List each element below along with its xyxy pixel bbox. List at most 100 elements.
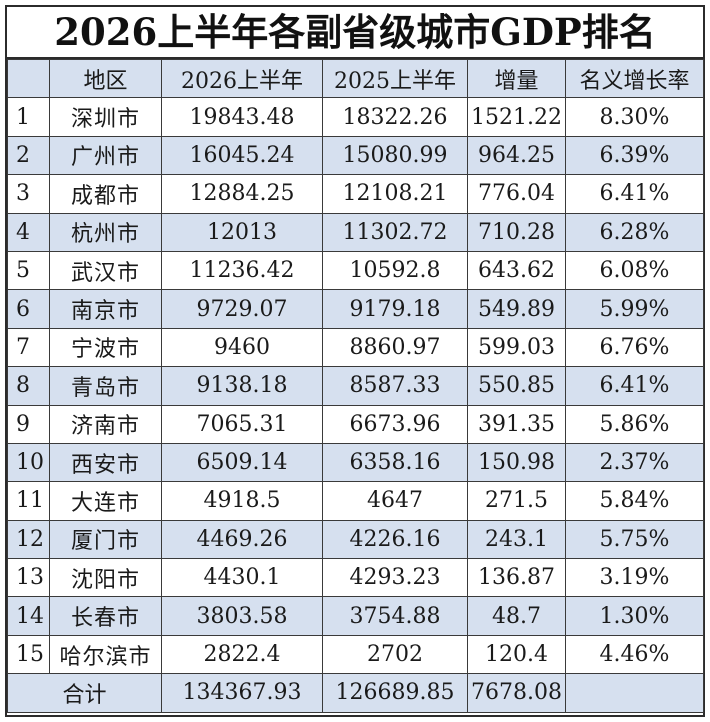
cell-gdp-2025h1: 18322.26 [322,97,468,137]
cell-growth-rate: 4.46% [565,634,704,675]
cell-rank: 13 [7,558,50,598]
total-label: 合计 [7,673,162,713]
table-row: 15 哈尔滨市 2822.4 2702 120.4 4.46% [7,634,704,675]
total-row: 合计 134367.93 126689.85 7678.08 [7,673,704,713]
cell-increase: 243.1 [467,519,566,560]
cell-city: 西安市 [49,442,162,483]
cell-city: 杭州市 [49,212,162,252]
table-row: 5 武汉市 11236.42 10592.8 643.62 6.08% [7,250,704,291]
cell-growth-rate: 6.76% [565,327,704,368]
total-growth-rate [565,673,704,713]
cell-gdp-2026h1: 4918.5 [161,481,323,521]
cell-increase: 48.7 [467,596,566,636]
cell-city: 成都市 [49,174,162,214]
cell-gdp-2026h1: 12884.25 [161,174,323,214]
table-row: 3 成都市 12884.25 12108.21 776.04 6.41% [7,174,704,214]
header-gdp-2026h1: 2026上半年 [161,58,323,99]
header-growth-rate: 名义增长率 [565,58,704,99]
cell-increase: 776.04 [467,174,566,214]
cell-gdp-2026h1: 7065.31 [161,404,323,444]
cell-growth-rate: 6.08% [565,250,704,291]
cell-gdp-2026h1: 4469.26 [161,519,323,560]
cell-gdp-2026h1: 6509.14 [161,442,323,483]
table-row: 1 深圳市 19843.48 18322.26 1521.22 8.30% [7,97,704,137]
cell-rank: 4 [7,212,50,252]
cell-gdp-2026h1: 12013 [161,212,323,252]
table-row: 10 西安市 6509.14 6358.16 150.98 2.37% [7,442,704,483]
cell-growth-rate: 1.30% [565,596,704,636]
cell-city: 长春市 [49,596,162,636]
table-row: 12 厦门市 4469.26 4226.16 243.1 5.75% [7,519,704,560]
cell-gdp-2025h1: 4226.16 [322,519,468,560]
cell-gdp-2026h1: 11236.42 [161,250,323,291]
table-row: 9 济南市 7065.31 6673.96 391.35 5.86% [7,404,704,444]
cell-gdp-2026h1: 9138.18 [161,366,323,406]
cell-rank: 14 [7,596,50,636]
cell-gdp-2026h1: 3803.58 [161,596,323,636]
cell-increase: 391.35 [467,404,566,444]
cell-gdp-2025h1: 8587.33 [322,366,468,406]
cell-increase: 710.28 [467,212,566,252]
cell-city: 哈尔滨市 [49,634,162,675]
cell-rank: 6 [7,289,50,329]
cell-rank: 7 [7,327,50,368]
header-gdp-2025h1: 2025上半年 [322,58,468,99]
cell-gdp-2025h1: 12108.21 [322,174,468,214]
cell-increase: 136.87 [467,558,566,598]
table-row: 11 大连市 4918.5 4647 271.5 5.84% [7,481,704,521]
table-row: 6 南京市 9729.07 9179.18 549.89 5.99% [7,289,704,329]
cell-rank: 11 [7,481,50,521]
total-gdp-2026h1: 134367.93 [161,673,323,713]
cell-gdp-2026h1: 9460 [161,327,323,368]
cell-gdp-2026h1: 16045.24 [161,135,323,176]
cell-growth-rate: 6.39% [565,135,704,176]
cell-city: 广州市 [49,135,162,176]
table-row: 7 宁波市 9460 8860.97 599.03 6.76% [7,327,704,368]
cell-city: 青岛市 [49,366,162,406]
cell-gdp-2025h1: 6358.16 [322,442,468,483]
cell-gdp-2025h1: 4293.23 [322,558,468,598]
total-gdp-2025h1: 126689.85 [322,673,468,713]
cell-gdp-2026h1: 2822.4 [161,634,323,675]
cell-rank: 1 [7,97,50,137]
cell-gdp-2026h1: 9729.07 [161,289,323,329]
cell-city: 南京市 [49,289,162,329]
cell-rank: 15 [7,634,50,675]
cell-rank: 9 [7,404,50,444]
cell-gdp-2025h1: 6673.96 [322,404,468,444]
gdp-ranking-table: 地区 2026上半年 2025上半年 增量 名义增长率 1 深圳市 19843.48… [7,58,704,713]
cell-gdp-2026h1: 19843.48 [161,97,323,137]
table-body: 1 深圳市 19843.48 18322.26 1521.22 8.30% 2 广州市 1604… [7,97,704,675]
cell-gdp-2025h1: 4647 [322,481,468,521]
cell-rank: 10 [7,442,50,483]
cell-gdp-2025h1: 9179.18 [322,289,468,329]
cell-gdp-2025h1: 2702 [322,634,468,675]
cell-city: 深圳市 [49,97,162,137]
cell-city: 武汉市 [49,250,162,291]
cell-increase: 120.4 [467,634,566,675]
cell-city: 大连市 [49,481,162,521]
cell-growth-rate: 5.75% [565,519,704,560]
gdp-ranking-sheet: 2026上半年各副省级城市GDP排名 地区 2026上半年 2025上半年 增量… [5,5,705,717]
cell-city: 沈阳市 [49,558,162,598]
page-title: 2026上半年各副省级城市GDP排名 [7,7,703,59]
cell-increase: 550.85 [467,366,566,406]
table-row: 8 青岛市 9138.18 8587.33 550.85 6.41% [7,366,704,406]
table-header-row: 地区 2026上半年 2025上半年 增量 名义增长率 [7,58,704,99]
cell-increase: 599.03 [467,327,566,368]
cell-gdp-2026h1: 4430.1 [161,558,323,598]
header-city: 地区 [49,58,162,99]
table-row: 4 杭州市 12013 11302.72 710.28 6.28% [7,212,704,252]
cell-city: 济南市 [49,404,162,444]
cell-rank: 8 [7,366,50,406]
cell-gdp-2025h1: 11302.72 [322,212,468,252]
table-row: 13 沈阳市 4430.1 4293.23 136.87 3.19% [7,558,704,598]
cell-gdp-2025h1: 8860.97 [322,327,468,368]
cell-increase: 964.25 [467,135,566,176]
header-rank [7,58,50,99]
header-increase: 增量 [467,58,566,99]
table-row: 2 广州市 16045.24 15080.99 964.25 6.39% [7,135,704,176]
cell-increase: 643.62 [467,250,566,291]
cell-growth-rate: 5.99% [565,289,704,329]
cell-increase: 150.98 [467,442,566,483]
